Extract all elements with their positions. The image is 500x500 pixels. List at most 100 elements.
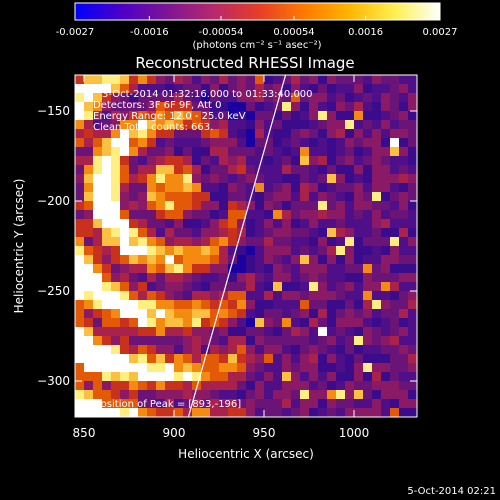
- heatmap-cell: [390, 228, 400, 238]
- heatmap-cell: [408, 138, 417, 148]
- heatmap-cell: [174, 399, 184, 409]
- heatmap-cell: [120, 192, 130, 202]
- heatmap-cell: [336, 327, 346, 337]
- heatmap-cell: [390, 84, 400, 94]
- heatmap-cell: [84, 183, 94, 193]
- heatmap-cell: [111, 336, 121, 346]
- heatmap-cell: [318, 111, 328, 121]
- heatmap-cell: [255, 291, 265, 301]
- heatmap-cell: [264, 354, 274, 364]
- heatmap-cell: [102, 228, 112, 238]
- heatmap-cell: [282, 345, 292, 355]
- heatmap-cell: [183, 399, 193, 409]
- heatmap-cell: [174, 363, 184, 373]
- heatmap-cell: [246, 228, 256, 238]
- heatmap-cell: [309, 354, 319, 364]
- heatmap-cell: [138, 291, 148, 301]
- heatmap-cell: [282, 264, 292, 274]
- heatmap-cell: [183, 363, 193, 373]
- heatmap-cell: [318, 390, 328, 400]
- heatmap-cell: [300, 282, 310, 292]
- heatmap-cell: [309, 408, 319, 417]
- x-tick-label: 850: [73, 426, 96, 440]
- heatmap-cell: [138, 102, 148, 112]
- heatmap-cell: [273, 120, 283, 130]
- heatmap-cell: [174, 210, 184, 220]
- heatmap-cell: [75, 399, 85, 409]
- heatmap-cell: [408, 354, 417, 364]
- heatmap-cell: [84, 381, 94, 391]
- heatmap-cell: [264, 165, 274, 175]
- heatmap-cell: [219, 282, 229, 292]
- heatmap-cell: [174, 327, 184, 337]
- heatmap-cell: [255, 354, 265, 364]
- heatmap-cell: [255, 318, 265, 328]
- heatmap-cell: [264, 300, 274, 310]
- heatmap-cell: [300, 84, 310, 94]
- heatmap-cells: [75, 75, 417, 417]
- heatmap-cell: [156, 309, 166, 319]
- heatmap-cell: [237, 210, 247, 220]
- heatmap-cell: [300, 210, 310, 220]
- heatmap-cell: [147, 147, 157, 157]
- heatmap-cell: [273, 111, 283, 121]
- heatmap-cell: [363, 273, 373, 283]
- heatmap-cell: [237, 201, 247, 211]
- heatmap-cell: [111, 282, 121, 292]
- heatmap-cell: [408, 75, 417, 85]
- heatmap-cell: [75, 336, 85, 346]
- heatmap-cell: [210, 156, 220, 166]
- heatmap-cell: [363, 282, 373, 292]
- heatmap-cell: [264, 381, 274, 391]
- heatmap-cell: [75, 138, 85, 148]
- heatmap-cell: [372, 255, 382, 265]
- heatmap-cell: [84, 228, 94, 238]
- heatmap-cell: [381, 138, 391, 148]
- heatmap-cell: [120, 273, 130, 283]
- heatmap-cell: [273, 192, 283, 202]
- heatmap-cell: [219, 264, 229, 274]
- heatmap-cell: [165, 120, 175, 130]
- heatmap-cell: [399, 291, 409, 301]
- heatmap-cell: [228, 372, 238, 382]
- heatmap-cell: [300, 147, 310, 157]
- heatmap-cell: [120, 282, 130, 292]
- heatmap-cell: [237, 381, 247, 391]
- heatmap-cell: [129, 327, 139, 337]
- colorbar-tick-label: -0.00054: [199, 27, 244, 38]
- heatmap-cell: [354, 120, 364, 130]
- heatmap-cell: [210, 174, 220, 184]
- heatmap-cell: [345, 129, 355, 139]
- heatmap-cell: [183, 111, 193, 121]
- heatmap-cell: [147, 228, 157, 238]
- heatmap-cell: [255, 264, 265, 274]
- heatmap-cell: [228, 138, 238, 148]
- heatmap-cell: [93, 156, 103, 166]
- heatmap-cell: [363, 84, 373, 94]
- heatmap-cell: [408, 372, 417, 382]
- heatmap-cell: [264, 120, 274, 130]
- heatmap-cell: [156, 318, 166, 328]
- y-axis: −150 −200 −250 −300: [37, 104, 417, 388]
- heatmap-cell: [84, 255, 94, 265]
- heatmap-cell: [147, 372, 157, 382]
- heatmap-cell: [237, 228, 247, 238]
- heatmap-cell: [336, 300, 346, 310]
- heatmap-cell: [363, 111, 373, 121]
- heatmap-cell: [129, 354, 139, 364]
- heatmap-cell: [354, 174, 364, 184]
- heatmap-cell: [174, 372, 184, 382]
- heatmap-cell: [210, 237, 220, 247]
- heatmap-cell: [381, 282, 391, 292]
- heatmap-cell: [228, 300, 238, 310]
- heatmap-cell: [228, 363, 238, 373]
- heatmap-cell: [372, 210, 382, 220]
- heatmap-cell: [183, 318, 193, 328]
- heatmap-cell: [372, 165, 382, 175]
- heatmap-cell: [183, 102, 193, 112]
- heatmap-cell: [111, 300, 121, 310]
- heatmap-cell: [300, 111, 310, 121]
- heatmap-cell: [300, 345, 310, 355]
- heatmap-cell: [102, 147, 112, 157]
- heatmap-cell: [255, 174, 265, 184]
